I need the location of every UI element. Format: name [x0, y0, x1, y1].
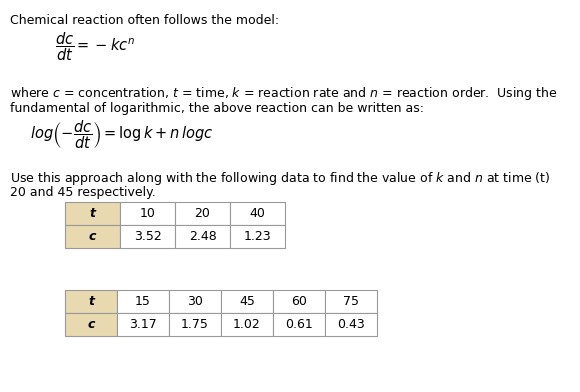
Bar [169, 313, 221, 336]
Text: 3.17: 3.17 [129, 318, 157, 331]
Bar [221, 290, 273, 313]
Text: 15: 15 [135, 295, 151, 308]
Text: 75: 75 [343, 295, 359, 308]
Bar [120, 202, 175, 225]
Text: 45: 45 [239, 295, 255, 308]
Text: 3.52: 3.52 [133, 230, 161, 243]
Text: Use this approach along with the following data to find the value of $k$ and $n$: Use this approach along with the followi… [10, 170, 550, 187]
Text: t: t [89, 207, 96, 220]
Text: where $c$ = concentration, $t$ = time, $k$ = reaction rate and $n$ = reaction or: where $c$ = concentration, $t$ = time, $… [10, 85, 558, 102]
Text: 30: 30 [187, 295, 203, 308]
Text: t: t [88, 295, 94, 308]
Bar [273, 313, 325, 336]
Bar [65, 225, 120, 248]
Text: 1.02: 1.02 [233, 318, 261, 331]
Bar [175, 202, 230, 225]
Bar [120, 225, 175, 248]
Bar [169, 290, 221, 313]
Text: 10: 10 [140, 207, 155, 220]
Bar [117, 290, 169, 313]
Text: 2.48: 2.48 [188, 230, 216, 243]
Text: $\dfrac{dc}{dt} = -kc^n$: $\dfrac{dc}{dt} = -kc^n$ [55, 30, 135, 63]
Text: $log\left(-\dfrac{dc}{dt}\right) = \log k + n\, logc$: $log\left(-\dfrac{dc}{dt}\right) = \log … [30, 118, 213, 151]
Text: 60: 60 [291, 295, 307, 308]
Bar [117, 313, 169, 336]
Text: 20 and 45 respectively.: 20 and 45 respectively. [10, 186, 156, 199]
Text: c: c [89, 230, 96, 243]
Bar [230, 225, 285, 248]
Bar [325, 290, 377, 313]
Text: fundamental of logarithmic, the above reaction can be written as:: fundamental of logarithmic, the above re… [10, 102, 424, 115]
Text: 40: 40 [249, 207, 266, 220]
Bar [325, 313, 377, 336]
Bar [65, 290, 117, 313]
Bar [221, 313, 273, 336]
Bar [230, 202, 285, 225]
Text: 0.61: 0.61 [285, 318, 313, 331]
Text: 20: 20 [194, 207, 211, 220]
Text: 1.75: 1.75 [181, 318, 209, 331]
Text: 0.43: 0.43 [337, 318, 365, 331]
Bar [175, 225, 230, 248]
Text: c: c [88, 318, 95, 331]
Bar [65, 202, 120, 225]
Text: Chemical reaction often follows the model:: Chemical reaction often follows the mode… [10, 14, 279, 27]
Bar [65, 313, 117, 336]
Text: 1.23: 1.23 [244, 230, 271, 243]
Bar [273, 290, 325, 313]
